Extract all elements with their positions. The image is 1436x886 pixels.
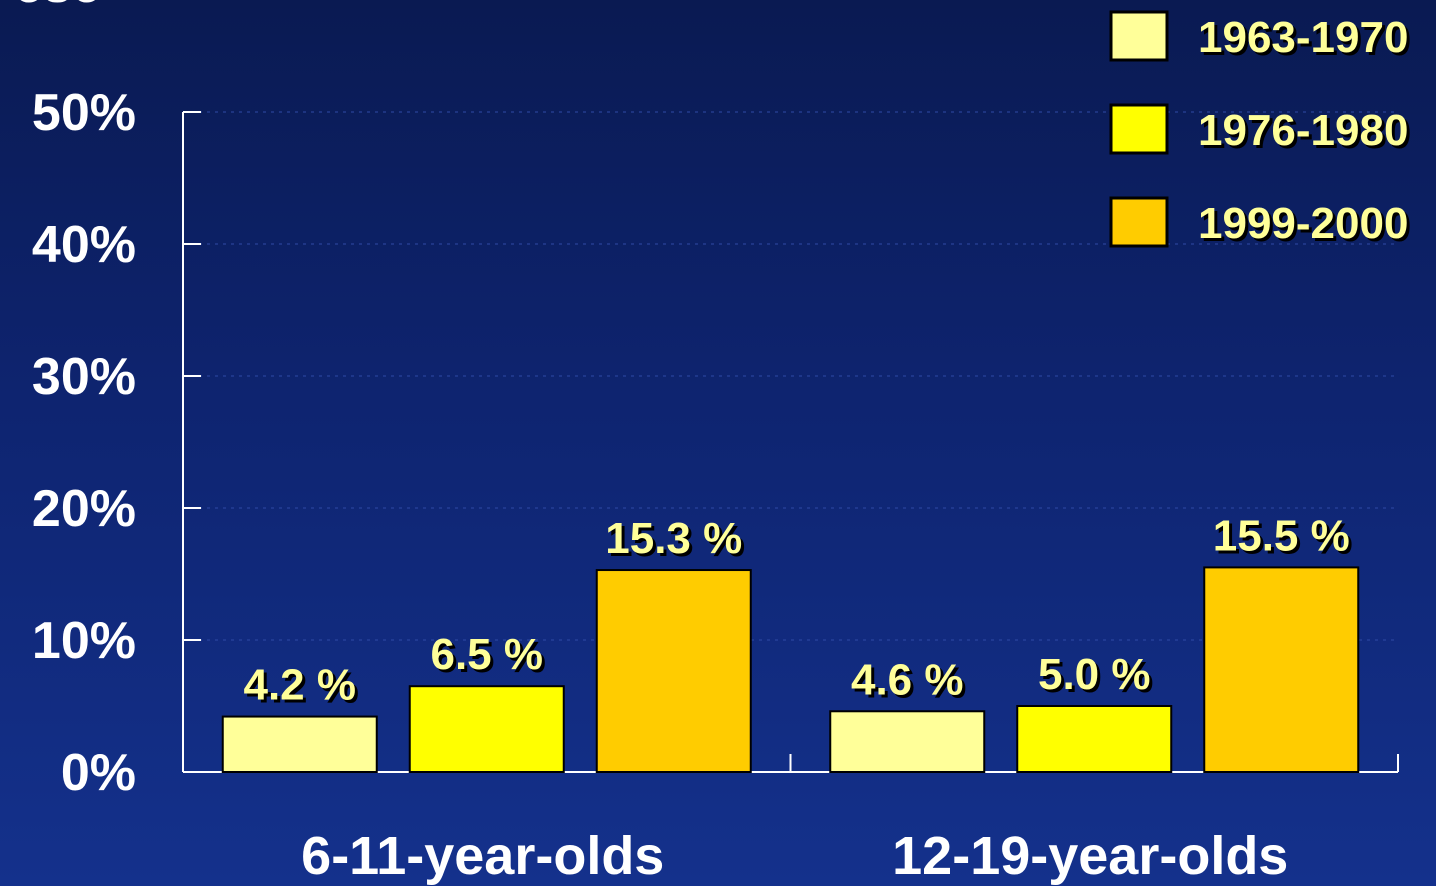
data-label: 4.2 %	[243, 661, 356, 710]
data-label-shadow: 4.6 %	[854, 658, 967, 707]
category-label: 6-11-year-olds	[301, 826, 664, 886]
legend-swatch	[1109, 103, 1169, 155]
category-label: 12-19-year-olds	[892, 826, 1288, 886]
bar	[595, 569, 752, 773]
legend-label-shadow: 1963-1970	[1201, 16, 1411, 65]
data-label-shadow: 6.5 %	[433, 633, 546, 682]
data-label-shadow: 15.3 %	[608, 517, 745, 566]
legend-label-shadow: 1999-2000	[1201, 202, 1411, 251]
y-tick-label: 40%	[32, 216, 136, 274]
y-tick-label: 50%	[32, 84, 136, 142]
legend-swatch	[1109, 10, 1169, 62]
category-labels: 6-11-year-olds 12-19-year-olds	[301, 826, 1288, 886]
chart-title-fragment: ese	[14, 0, 101, 14]
y-tick-label: 20%	[32, 480, 136, 538]
bar	[1016, 705, 1173, 773]
legend-label: 1999-2000	[1198, 199, 1408, 248]
data-labels: 4.2 %4.2 %6.5 %6.5 %15.3 %15.3 %4.6 %4.6…	[243, 511, 1352, 712]
data-label: 6.5 %	[430, 630, 543, 679]
axes	[182, 111, 1399, 773]
data-label-shadow: 4.2 %	[246, 664, 359, 713]
bar	[829, 710, 986, 774]
data-label: 4.6 %	[851, 655, 964, 704]
data-label-shadow: 15.5 %	[1216, 514, 1353, 563]
legend-label: 1976-1980	[1198, 106, 1408, 155]
data-label-shadow: 5.0 %	[1041, 653, 1154, 702]
y-tick-label: 10%	[32, 612, 136, 670]
bars	[221, 566, 1360, 774]
y-axis-tick-labels: 0% 10% 20% 30% 40% 50%	[32, 84, 136, 802]
legend-label: 1963-1970	[1198, 13, 1408, 62]
legend: 1963-19701963-19701976-19801976-19801999…	[1109, 10, 1411, 251]
bar	[408, 685, 565, 774]
bar	[1203, 566, 1360, 774]
data-label: 15.3 %	[605, 514, 742, 563]
bar	[221, 715, 378, 773]
legend-label-shadow: 1976-1980	[1201, 109, 1411, 158]
y-tick-label: 30%	[32, 348, 136, 406]
data-label: 5.0 %	[1038, 650, 1151, 699]
y-tick-label: 0%	[61, 744, 136, 802]
data-label: 15.5 %	[1213, 511, 1350, 560]
legend-swatch	[1109, 196, 1169, 248]
gridlines	[183, 111, 1398, 641]
